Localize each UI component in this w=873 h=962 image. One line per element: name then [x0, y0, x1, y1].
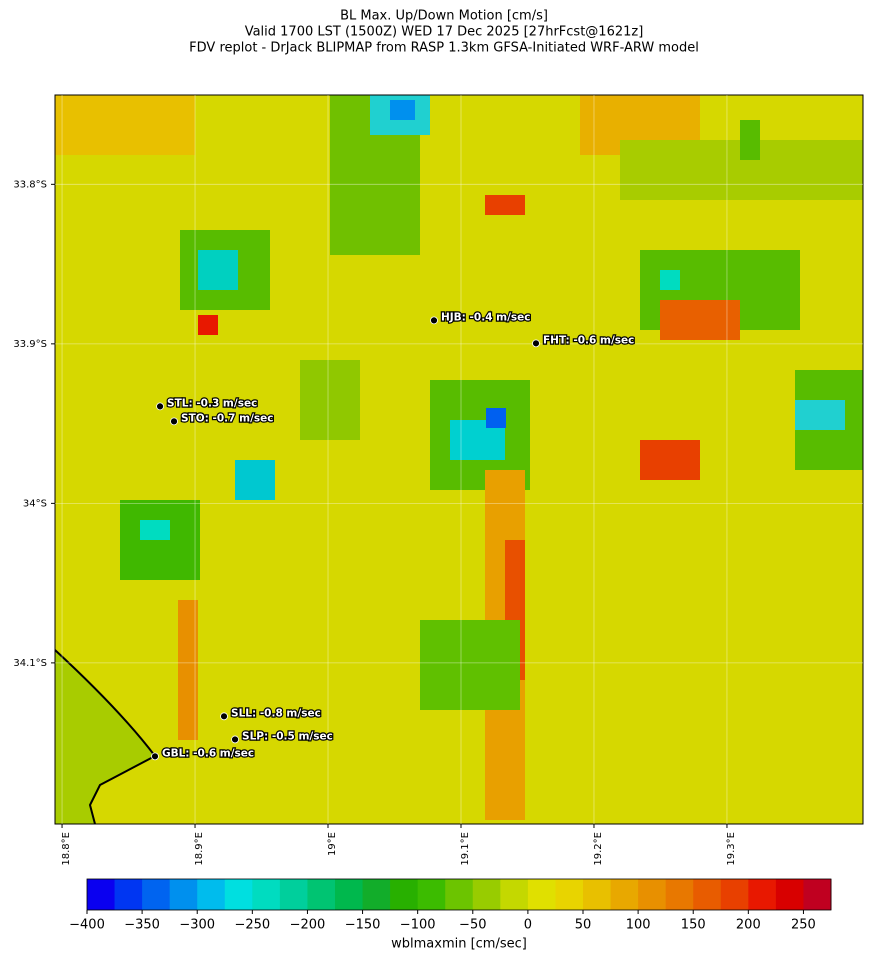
map-frame	[54, 94, 864, 825]
y-tick-label: 33.9°S	[13, 339, 47, 350]
colorbar-segment	[720, 879, 749, 910]
colorbar-segment	[665, 879, 694, 910]
colorbar-segment	[445, 879, 474, 910]
colorbar-segment	[500, 879, 529, 910]
station-marker	[430, 316, 438, 325]
colorbar-tick-label: −400	[69, 918, 105, 933]
station-marker	[532, 339, 540, 348]
colorbar-segment	[87, 879, 116, 910]
colorbar-tick-label: −50	[459, 918, 486, 933]
colorbar-segment	[335, 879, 364, 910]
colorbar-segment	[555, 879, 584, 910]
chart-caption: FDV replot - DrJack BLIPMAP from RASP 1.…	[189, 41, 699, 56]
y-tick-label: 34.1°S	[13, 658, 47, 669]
colorbar-tick-label: 200	[736, 918, 761, 933]
x-tick-label: 18.8°E	[61, 832, 72, 866]
colorbar-segment	[583, 879, 612, 910]
colorbar-segment	[610, 879, 639, 910]
colorbar-segment	[527, 879, 556, 910]
colorbar-tick-label: 100	[626, 918, 651, 933]
colorbar-segment	[472, 879, 501, 910]
colorbar-segment	[803, 879, 832, 910]
colorbar-tick-label: −300	[179, 918, 215, 933]
x-tick-label: 19.2°E	[593, 832, 604, 866]
map-field	[55, 95, 863, 824]
colorbar-segment	[638, 879, 667, 910]
colorbar-segment	[279, 879, 308, 910]
x-tick-label: 19°E	[327, 832, 338, 856]
station-label: SLL: -0.8 m/sec	[231, 707, 321, 719]
colorbar-segment	[362, 879, 391, 910]
colorbar-segment	[224, 879, 253, 910]
colorbar-tick-label: 150	[681, 918, 706, 933]
y-tick-label: 34°S	[23, 498, 47, 509]
x-tick-label: 18.9°E	[194, 832, 205, 866]
colorbar-segment	[775, 879, 804, 910]
station-label: STO: -0.7 m/sec	[181, 412, 274, 424]
colorbar-tick-label: −100	[400, 918, 436, 933]
colorbar-tick-label: −250	[234, 918, 270, 933]
chart-title: BL Max. Up/Down Motion [cm/s]	[340, 9, 548, 24]
colorbar-segment	[307, 879, 336, 910]
station-marker	[151, 752, 159, 761]
colorbar-frame	[86, 878, 832, 911]
colorbar-segment	[142, 879, 171, 910]
colorbar-segment	[417, 879, 446, 910]
station-marker	[231, 735, 239, 744]
colorbar-label: wblmaxmin [cm/sec]	[391, 937, 527, 952]
colorbar-segment	[748, 879, 777, 910]
colorbar-segment	[197, 879, 226, 910]
station-label: STL: -0.3 m/sec	[167, 397, 257, 409]
colorbar-tick-label: 0	[524, 918, 532, 933]
colorbar-segment	[390, 879, 419, 910]
chart-subtitle: Valid 1700 LST (1500Z) WED 17 Dec 2025 […	[245, 25, 644, 40]
colorbar-segment	[252, 879, 281, 910]
station-marker	[220, 712, 228, 721]
station-marker	[170, 417, 178, 426]
station-label: HJB: -0.4 m/sec	[441, 311, 531, 323]
x-tick-label: 19.1°E	[460, 832, 471, 866]
y-tick-label: 33.8°S	[13, 179, 47, 190]
colorbar-tick-label: −150	[345, 918, 381, 933]
colorbar-tick-label: −350	[124, 918, 160, 933]
colorbar-segment	[693, 879, 722, 910]
colorbar-tick-label: 250	[791, 918, 816, 933]
station-marker	[156, 402, 164, 411]
colorbar-tick-label: 50	[575, 918, 592, 933]
station-label: GBL: -0.6 m/sec	[162, 747, 254, 759]
station-label: FHT: -0.6 m/sec	[543, 334, 634, 346]
x-tick-label: 19.3°E	[726, 832, 737, 866]
station-label: SLP: -0.5 m/sec	[242, 730, 333, 742]
colorbar-segment	[169, 879, 198, 910]
colorbar-tick-label: −200	[290, 918, 326, 933]
colorbar-segment	[114, 879, 143, 910]
